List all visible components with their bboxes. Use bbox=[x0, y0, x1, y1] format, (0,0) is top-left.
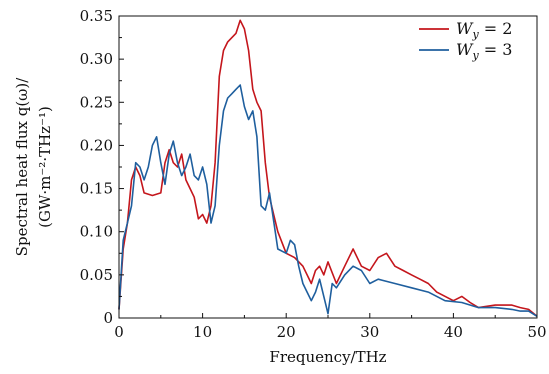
y-tick-label: 0.05 bbox=[80, 266, 113, 284]
y-tick-label: 0.25 bbox=[80, 93, 113, 111]
x-tick-label: 40 bbox=[444, 323, 463, 341]
x-tick-label: 30 bbox=[360, 323, 379, 341]
y-axis-title-line2: (GW·m⁻²·THz⁻¹) bbox=[36, 106, 54, 228]
axes: 0 10 20 30 40 50 0 0.05 0.10 0.15 0.20 0.25 0.30 0.35 bbox=[80, 7, 547, 341]
legend: Wy = 2Wy = 3 bbox=[419, 19, 512, 62]
x-tick-label: 0 bbox=[114, 323, 124, 341]
legend-label-wy3: Wy = 3 bbox=[456, 40, 512, 62]
x-tick-label: 50 bbox=[527, 323, 546, 341]
legend-label-wy2: Wy = 2 bbox=[456, 19, 512, 41]
y-tick-label: 0.10 bbox=[80, 223, 113, 241]
plot-area bbox=[118, 19, 538, 317]
y-tick-label: 0.20 bbox=[80, 136, 113, 154]
y-tick-label: 0.30 bbox=[80, 50, 113, 68]
x-tick-label: 20 bbox=[277, 323, 296, 341]
x-tick-label: 10 bbox=[193, 323, 212, 341]
y-tick-label: 0.35 bbox=[80, 7, 113, 25]
series-line-wy2 bbox=[118, 19, 538, 317]
y-tick-label: 0 bbox=[103, 309, 113, 327]
x-axis-title: Frequency/THz bbox=[269, 348, 386, 366]
y-axis-title-line1: Spectral heat flux q(ω)/ bbox=[13, 77, 31, 257]
y-tick-label: 0.15 bbox=[80, 180, 113, 198]
series-line-wy3 bbox=[118, 84, 538, 317]
